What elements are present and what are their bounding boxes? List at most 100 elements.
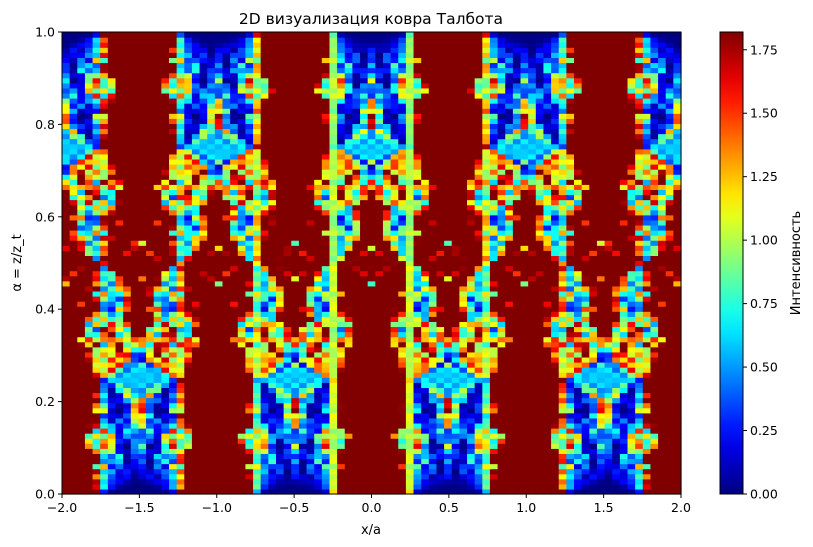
heatmap-cell <box>436 428 445 434</box>
heatmap-cell <box>352 382 361 388</box>
heatmap-cell <box>627 478 636 485</box>
heatmap-cell <box>275 473 285 480</box>
heatmap-cell <box>337 468 346 475</box>
heatmap-cell <box>62 296 71 302</box>
heatmap-cell <box>528 341 537 348</box>
heatmap-cell <box>375 356 384 363</box>
heatmap-cell <box>642 331 652 338</box>
heatmap-cell <box>673 473 682 480</box>
heatmap-cell <box>467 245 476 251</box>
heatmap-cell <box>306 438 315 444</box>
heatmap-cell <box>405 478 415 485</box>
heatmap-cell <box>245 184 254 190</box>
heatmap-cell <box>650 214 659 221</box>
heatmap-cell <box>344 412 353 419</box>
heatmap-cell <box>321 468 331 475</box>
heatmap-cell <box>176 194 185 201</box>
heatmap-cell <box>566 397 575 404</box>
heatmap-cell <box>360 422 369 429</box>
heatmap-cell <box>604 290 613 297</box>
heatmap-cell <box>398 468 407 475</box>
heatmap-cell <box>612 209 621 216</box>
heatmap-cell <box>512 199 522 206</box>
heatmap-cell <box>321 331 331 338</box>
heatmap-cell <box>115 377 124 383</box>
heatmap-cell <box>650 392 659 399</box>
heatmap-cell <box>298 443 308 449</box>
heatmap-cell <box>604 270 613 277</box>
heatmap-cell <box>62 402 71 409</box>
heatmap-cell <box>482 219 491 226</box>
heatmap-cell <box>543 270 552 277</box>
heatmap-cell <box>77 483 86 490</box>
heatmap-cell <box>512 443 522 449</box>
heatmap-cell <box>321 412 331 419</box>
heatmap-cell <box>612 311 621 317</box>
heatmap-cell <box>497 458 506 465</box>
heatmap-cell <box>581 245 590 251</box>
heatmap-cell <box>589 230 598 236</box>
heatmap-cell <box>405 179 415 185</box>
heatmap-cell <box>298 483 308 490</box>
heatmap-cell <box>421 209 430 216</box>
heatmap-cell <box>619 443 629 449</box>
heatmap-cell <box>520 362 529 368</box>
heatmap-cell <box>482 265 491 272</box>
heatmap-cell <box>321 341 331 348</box>
heatmap-cell <box>275 372 285 378</box>
heatmap-cell <box>130 372 140 378</box>
heatmap-cell <box>398 397 407 404</box>
heatmap-cell <box>100 224 109 231</box>
heatmap-cell <box>184 260 193 267</box>
heatmap-cell <box>314 458 323 465</box>
heatmap-cell <box>268 255 277 262</box>
heatmap-cell <box>543 412 552 419</box>
heatmap-cell <box>69 402 78 409</box>
heatmap-cell <box>627 463 636 470</box>
heatmap-cell <box>467 443 476 449</box>
heatmap-cell <box>581 422 590 429</box>
heatmap-cell <box>528 204 537 211</box>
heatmap-cell <box>69 488 78 495</box>
heatmap-cell <box>520 463 529 470</box>
heatmap-cell <box>245 285 254 292</box>
heatmap-cell <box>436 382 445 388</box>
heatmap-cell <box>222 209 231 216</box>
heatmap-cell <box>153 209 162 216</box>
heatmap-cell <box>444 417 453 424</box>
heatmap-cell <box>360 280 369 287</box>
heatmap-cell <box>421 402 430 409</box>
heatmap-cell <box>558 245 567 251</box>
heatmap-cell <box>77 290 86 297</box>
heatmap-cell <box>100 407 109 414</box>
heatmap-cell <box>360 265 369 272</box>
heatmap-cell <box>306 255 315 262</box>
heatmap-cell <box>207 483 216 490</box>
heatmap-cell <box>161 280 170 287</box>
heatmap-cell <box>153 255 162 262</box>
heatmap-cell <box>100 316 109 322</box>
heatmap-cell <box>92 204 101 211</box>
heatmap-cell <box>665 488 674 495</box>
heatmap-cell <box>673 270 682 277</box>
heatmap-cell <box>489 199 499 206</box>
heatmap-cell <box>382 285 392 292</box>
heatmap-cell <box>321 189 331 196</box>
heatmap-cell <box>161 387 170 394</box>
heatmap-cell <box>191 412 201 419</box>
heatmap-cell <box>451 377 460 383</box>
heatmap-cell <box>329 306 338 312</box>
heatmap-cell <box>352 478 361 485</box>
heatmap-cell <box>237 336 247 343</box>
heatmap-cell <box>421 296 430 302</box>
heatmap-cell <box>191 407 201 414</box>
heatmap-cell <box>436 417 445 424</box>
heatmap-cell <box>673 428 682 434</box>
heatmap-cell <box>528 433 537 439</box>
heatmap-cell <box>207 296 216 302</box>
heatmap-cell <box>382 260 392 267</box>
heatmap-cell <box>344 235 353 241</box>
heatmap-cell <box>237 468 247 475</box>
heatmap-cell <box>176 301 185 307</box>
heatmap-cell <box>291 204 300 211</box>
